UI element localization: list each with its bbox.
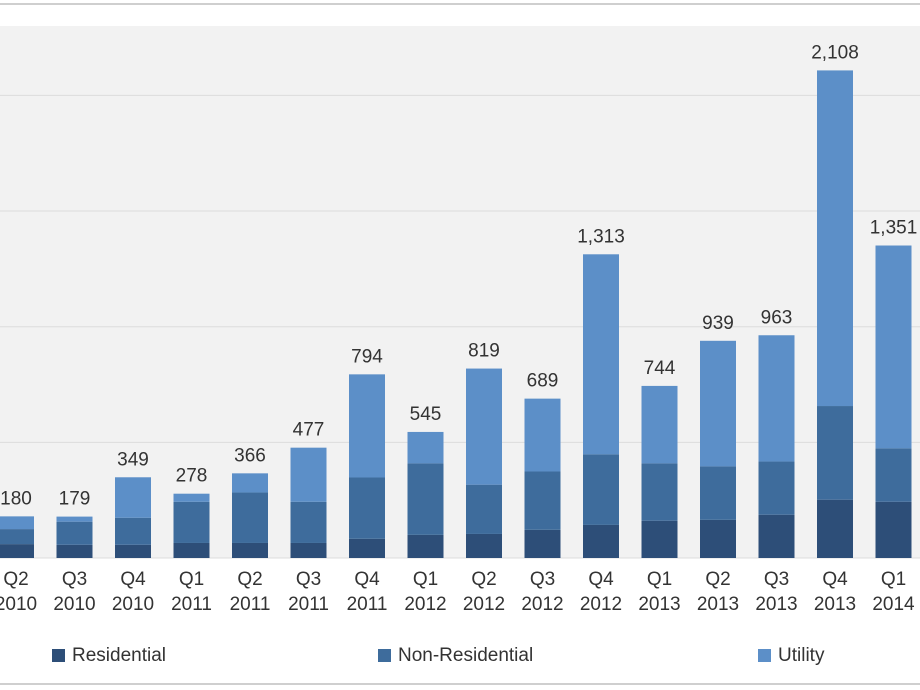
legend-label: Non-Residential xyxy=(398,645,533,666)
bar-segment xyxy=(232,542,268,558)
x-tick-label: Q2 2010 xyxy=(0,569,37,615)
bar-segment xyxy=(0,529,34,545)
bar-segment xyxy=(407,463,444,535)
bar-segment xyxy=(115,544,151,558)
bar-segment xyxy=(583,254,619,455)
bar-segment xyxy=(407,534,444,558)
bar-segment xyxy=(0,544,34,558)
total-label: 545 xyxy=(410,404,442,425)
bar-segment xyxy=(56,521,93,545)
x-tick-label: Q1 2012 xyxy=(404,569,446,615)
bar-segment xyxy=(758,335,795,462)
x-tick-label: Q4 2010 xyxy=(112,569,154,615)
x-tick-label: Q1 2011 xyxy=(171,569,212,615)
total-label: 180 xyxy=(0,488,32,509)
x-tick-label: Q3 2012 xyxy=(521,569,563,615)
total-label: 278 xyxy=(176,466,208,487)
x-tick-label: Q1 2014 xyxy=(872,569,915,615)
bar-segment xyxy=(173,501,210,543)
legend-swatch xyxy=(758,649,771,662)
bar-segment xyxy=(173,542,210,558)
total-label: 477 xyxy=(293,420,325,441)
bar-segment xyxy=(583,524,619,558)
bar-segment xyxy=(56,544,93,558)
bar-segment xyxy=(700,466,736,520)
bar-segment xyxy=(875,448,912,502)
total-label: 963 xyxy=(761,307,793,328)
bar-segment xyxy=(641,463,678,521)
bar-segment xyxy=(524,529,561,558)
bar-segment xyxy=(875,245,912,449)
bar-segment xyxy=(232,473,268,493)
bar-segment xyxy=(817,406,853,500)
total-label: 689 xyxy=(527,371,559,392)
total-label: 179 xyxy=(59,489,91,510)
bar-segment xyxy=(758,461,795,515)
bar-segment xyxy=(524,471,561,530)
bar-segment xyxy=(641,385,678,464)
bar-segment xyxy=(290,447,327,502)
bar-segment xyxy=(232,492,268,543)
bar-segment xyxy=(700,340,736,467)
x-tick-label: Q4 2011 xyxy=(347,569,388,615)
x-tick-label: Q1 2013 xyxy=(638,569,680,615)
bar-segment xyxy=(407,431,444,464)
bar-segment xyxy=(641,520,678,558)
bar-segment xyxy=(115,517,151,545)
bar-segment xyxy=(466,533,502,558)
total-label: 366 xyxy=(234,445,266,466)
bar-segment xyxy=(817,499,853,558)
bar-segment xyxy=(875,501,912,558)
x-tick-label: Q2 2013 xyxy=(697,569,739,615)
total-label: 819 xyxy=(468,341,500,362)
bar-segment xyxy=(466,484,502,534)
legend-label: Utility xyxy=(778,645,825,666)
total-label: 1,351 xyxy=(870,218,918,239)
legend-swatch xyxy=(378,649,391,662)
bar-segment xyxy=(524,398,561,472)
bar-segment xyxy=(817,70,853,407)
bar-segment xyxy=(0,516,34,530)
total-label: 794 xyxy=(351,346,383,367)
bar-segment xyxy=(466,368,502,485)
total-label: 939 xyxy=(702,313,734,334)
bar-segment xyxy=(758,514,795,558)
bar-segment xyxy=(349,374,385,478)
bar-segment xyxy=(290,501,327,543)
x-tick-label: Q4 2013 xyxy=(814,569,856,615)
x-tick-label: Q2 2011 xyxy=(230,569,271,615)
bar-segment xyxy=(700,519,736,558)
x-tick-label: Q4 2012 xyxy=(580,569,622,615)
x-tick-label: Q2 2012 xyxy=(463,569,505,615)
total-label: 349 xyxy=(117,449,149,470)
total-label: 2,108 xyxy=(811,42,859,63)
legend-swatch xyxy=(52,649,65,662)
bar-segment xyxy=(583,454,619,525)
bar-segment xyxy=(115,477,151,518)
bar-segment xyxy=(56,516,93,522)
bar-segment xyxy=(290,542,327,558)
bar-segment xyxy=(349,477,385,539)
legend-label: Residential xyxy=(72,645,166,666)
total-label: 1,313 xyxy=(577,226,625,247)
bar-segment xyxy=(349,538,385,558)
total-label: 744 xyxy=(644,358,676,379)
bar-segment xyxy=(173,493,210,502)
x-tick-label: Q3 2010 xyxy=(53,569,95,615)
x-tick-label: Q3 2011 xyxy=(288,569,329,615)
x-tick-label: Q3 2013 xyxy=(755,569,797,615)
